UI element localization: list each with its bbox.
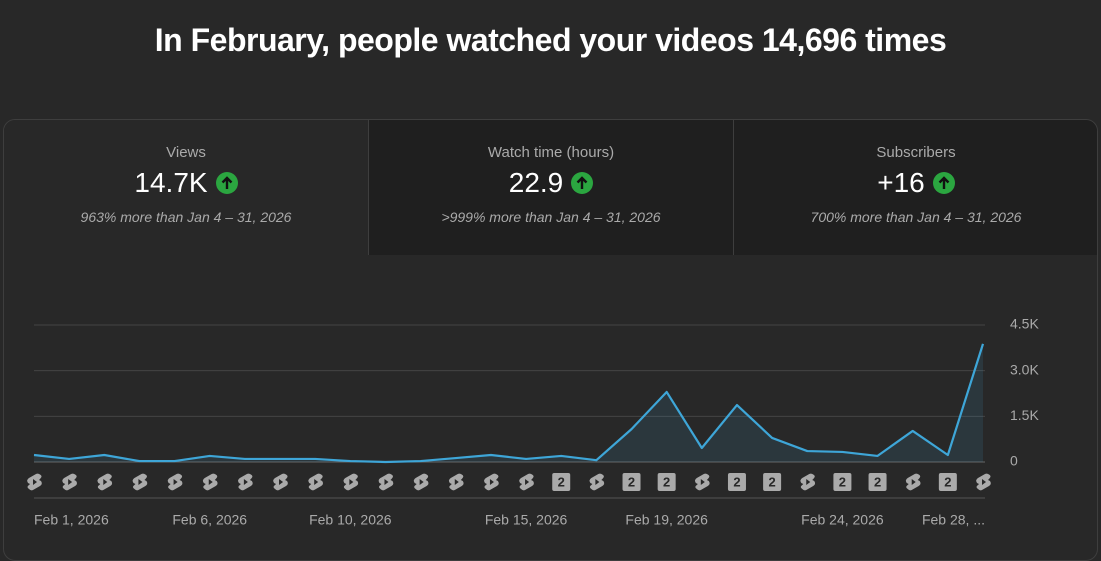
shorts-icon (905, 473, 921, 491)
shorts-icon (167, 473, 183, 491)
badge (868, 473, 887, 491)
badge-label: 2 (944, 474, 951, 489)
watch-time-tab[interactable]: Watch time (hours) 22.9 >999% more than … (368, 120, 733, 255)
shorts-icon (448, 473, 464, 491)
shorts-play (103, 479, 108, 485)
analytics-panel: Views 14.7K 963% more than Jan 4 – 31, 2… (3, 119, 1098, 561)
card-value: 14.7K (134, 167, 208, 198)
shorts-icon (97, 473, 113, 491)
page-title: In February, people watched your videos … (154, 22, 947, 58)
badge (727, 473, 746, 491)
area (34, 343, 983, 462)
shorts-icon (976, 473, 991, 491)
x-tick-label: Feb 1, 2026 (34, 512, 109, 528)
shorts-icon (378, 473, 394, 491)
shorts-play (595, 479, 600, 485)
badge-label: 2 (733, 474, 740, 489)
views-tab[interactable]: Views 14.7K 963% more than Jan 4 – 31, 2… (4, 120, 368, 255)
card-value-row: +16 (734, 167, 1097, 199)
shorts-play (33, 479, 37, 485)
subscribers-tab[interactable]: Subscribers +16 700% more than Jan 4 – 3… (733, 120, 1097, 255)
shorts-play (279, 479, 284, 485)
shorts-play (700, 479, 705, 485)
shorts-play (525, 479, 530, 485)
shorts-icon (202, 473, 218, 491)
badge (552, 473, 571, 491)
card-value: 22.9 (508, 167, 564, 198)
shorts-play (419, 479, 424, 485)
up-arrow (571, 172, 594, 194)
shorts-icon (273, 473, 288, 491)
shorts-icon (413, 473, 429, 491)
badge-label: 2 (839, 474, 846, 489)
shorts-play (384, 479, 389, 485)
badge-label: 2 (663, 474, 670, 489)
y-tick-label: 4.5K (1010, 316, 1039, 332)
badge (938, 473, 957, 491)
shorts-icon (800, 473, 816, 491)
x-tick-label: Feb 28, ... (922, 512, 985, 528)
shorts-icon (62, 473, 77, 491)
badge (622, 473, 641, 491)
badge-label: 2 (558, 474, 565, 489)
shorts-icon (519, 473, 534, 491)
card-label: Views (166, 144, 206, 161)
shorts-icon (238, 473, 253, 491)
up-arrow (932, 172, 955, 194)
badge-label: 2 (768, 474, 775, 489)
shorts-play (173, 479, 178, 485)
y-tick-label: 1.5K (1010, 407, 1039, 423)
badge (657, 473, 676, 491)
x-tick-label: Feb 6, 2026 (172, 512, 247, 528)
shorts-icon (343, 473, 359, 491)
shorts-icon (484, 473, 499, 491)
shorts-play (489, 479, 494, 485)
card-label: Subscribers (876, 144, 956, 161)
shorts-play (208, 479, 213, 485)
shorts-icon (308, 473, 323, 491)
line (33, 343, 985, 464)
shorts-icon (695, 473, 710, 491)
x-tick-label: Feb 10, 2026 (309, 512, 392, 528)
shorts-icon (27, 473, 42, 491)
badge-label: 2 (874, 474, 881, 489)
badge (833, 473, 852, 491)
x-tick-label: Feb 15, 2026 (485, 512, 568, 528)
shorts-play (454, 479, 459, 485)
card-value: +16 (877, 167, 925, 198)
shorts-play (243, 479, 248, 485)
card-label: Watch time (hours) (487, 144, 615, 161)
x-tick-label: Feb 24, 2026 (801, 512, 884, 528)
badge-label: 2 (628, 474, 635, 489)
shorts-play (982, 479, 986, 485)
shorts-play (806, 479, 811, 485)
shorts-icon (132, 473, 148, 491)
shorts-play (349, 479, 354, 485)
shorts-play (138, 479, 143, 485)
shorts-icon (589, 473, 605, 491)
x-tick-label: Feb 19, 2026 (625, 512, 708, 528)
card-comparison: 963% more than Jan 4 – 31, 2026 (80, 209, 292, 225)
up-arrow (215, 172, 238, 194)
card-comparison: >999% more than Jan 4 – 31, 2026 (441, 209, 661, 225)
card-value-row: 14.7K (4, 167, 368, 199)
shorts-play (68, 479, 73, 485)
shorts-play (314, 479, 319, 485)
badge (763, 473, 782, 491)
card-value-row: 22.9 (369, 167, 733, 199)
card-comparison: 700% more than Jan 4 – 31, 2026 (810, 209, 1022, 225)
y-tick-label: 3.0K (1010, 361, 1039, 377)
y-tick-label: 0 (1010, 453, 1018, 469)
shorts-play (911, 479, 916, 485)
